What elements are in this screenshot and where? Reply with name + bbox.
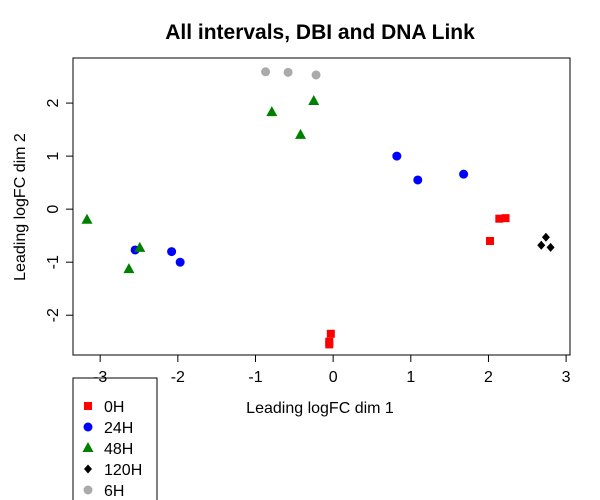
point-24h: [413, 175, 423, 185]
legend-marker-120h: [84, 464, 92, 474]
legend-marker-48h: [82, 442, 94, 452]
point-0h: [501, 214, 510, 223]
point-120h: [537, 240, 546, 250]
point-120h: [541, 232, 550, 242]
x-tick-label: 0: [329, 369, 338, 386]
point-6h: [261, 67, 271, 77]
legend: 0H 24H 48H 120H 6H: [72, 377, 158, 500]
legend-marker-0h: [84, 402, 92, 410]
x-tick-label: 1: [406, 369, 415, 386]
y-tick-label: -1: [45, 255, 62, 269]
x-tick-label: -2: [171, 369, 185, 386]
legend-marker-24h: [83, 422, 93, 432]
legend-label-120h: 120H: [104, 462, 142, 479]
point-24h: [459, 169, 469, 179]
x-tick-label: 3: [562, 369, 571, 386]
point-24h: [175, 257, 185, 267]
point-24h: [167, 247, 177, 257]
legend-label-24h: 24H: [104, 420, 133, 437]
point-0h: [486, 236, 495, 245]
y-axis: -2 -1 0 1 2: [45, 99, 73, 322]
y-tick-label: 0: [45, 205, 62, 214]
x-axis-label: Leading logFC dim 1: [246, 400, 394, 417]
legend-label-6h: 6H: [104, 483, 124, 500]
plot-area: [72, 57, 571, 356]
y-tick-label: 1: [45, 152, 62, 161]
point-48h: [308, 94, 320, 105]
legend-label-0h: 0H: [104, 399, 124, 416]
point-0h: [495, 214, 504, 223]
point-48h: [266, 106, 278, 117]
point-48h: [123, 263, 135, 274]
point-48h: [295, 128, 307, 139]
point-0h: [325, 340, 334, 349]
point-48h: [134, 241, 146, 252]
point-120h: [546, 242, 555, 252]
y-tick-label: 2: [45, 99, 62, 108]
x-tick-label: -1: [248, 369, 262, 386]
y-axis-label: Leading logFC dim 2: [12, 133, 29, 281]
chart-title: All intervals, DBI and DNA Link: [165, 21, 475, 44]
x-tick-label: 2: [484, 369, 493, 386]
x-axis: -3 -2 -1 0 1 2 3: [93, 355, 571, 386]
point-0h: [326, 329, 335, 338]
point-48h: [81, 213, 93, 224]
point-6h: [311, 70, 321, 80]
legend-box: [72, 377, 158, 500]
point-6h: [283, 67, 293, 77]
data-points: [81, 67, 555, 349]
legend-label-48h: 48H: [104, 441, 133, 458]
legend-marker-6h: [83, 485, 93, 495]
y-tick-label: -2: [45, 308, 62, 322]
point-24h: [392, 151, 402, 161]
